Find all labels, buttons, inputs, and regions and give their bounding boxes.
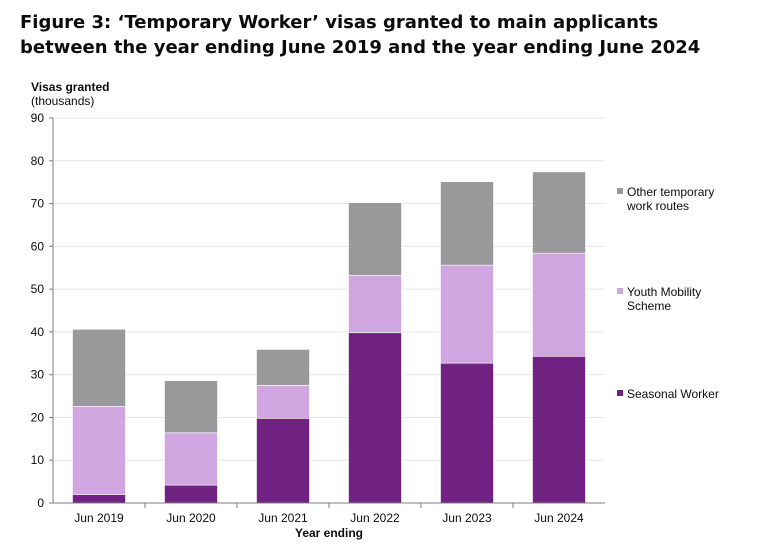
bar-segment [72,406,126,495]
y-tick-label: 20 [31,410,45,424]
x-axis-ticks: Jun 2019 Jun 2020 Jun 2021 Jun 2022 Jun 2023… [74,503,584,525]
y-axis-ticks: 0 10 20 30 40 50 60 70 80 90 [31,111,53,510]
x-axis-label: Year ending [295,526,363,540]
bar-segment [440,181,494,266]
bar-segment [256,349,310,386]
legend-label: Scheme [627,299,671,313]
gridlines [53,117,605,461]
bar-segment [532,252,586,357]
bar-segment [72,329,126,407]
legend-swatch [617,188,623,194]
y-tick-label: 60 [31,239,45,253]
y-axis-label-units: (thousands) [31,94,94,108]
bar-segment [440,264,494,364]
bar-segment [348,275,402,334]
y-tick-label: 10 [31,453,45,467]
x-tick-label: Jun 2021 [258,511,308,525]
y-tick-label: 0 [37,496,44,510]
legend-swatch [617,288,623,294]
chart-title: Figure 3: ‘Temporary Worker’ visas grant… [20,12,701,58]
bar-segment [72,494,126,504]
legend-label: Other temporary [627,185,714,199]
bar-segment [256,385,310,419]
bar-segment [348,332,402,504]
y-axis-label: Visas granted [31,80,109,94]
bar-segment [256,417,310,504]
y-tick-label: 40 [31,325,45,339]
bar-segment [164,484,218,504]
bar-segment [348,202,402,276]
bar-segment [532,355,586,504]
x-tick-label: Jun 2024 [534,511,584,525]
y-tick-label: 80 [31,154,45,168]
y-tick-label: 90 [31,111,45,125]
x-tick-label: Jun 2019 [74,511,124,525]
bar-segment [164,432,218,486]
y-tick-label: 70 [31,197,45,211]
y-tick-label: 30 [31,368,45,382]
legend-label: Youth Mobility [627,285,701,299]
y-tick-label: 50 [31,282,45,296]
legend-label: Seasonal Worker [627,387,719,401]
bar-segment [532,171,586,254]
bars [72,171,586,504]
legend-label: work routes [626,199,689,213]
x-tick-label: Jun 2020 [166,511,216,525]
bar-segment [164,380,218,434]
bar-segment [440,362,494,504]
x-tick-label: Jun 2022 [350,511,400,525]
legend-swatch [617,390,623,396]
x-tick-label: Jun 2023 [442,511,492,525]
